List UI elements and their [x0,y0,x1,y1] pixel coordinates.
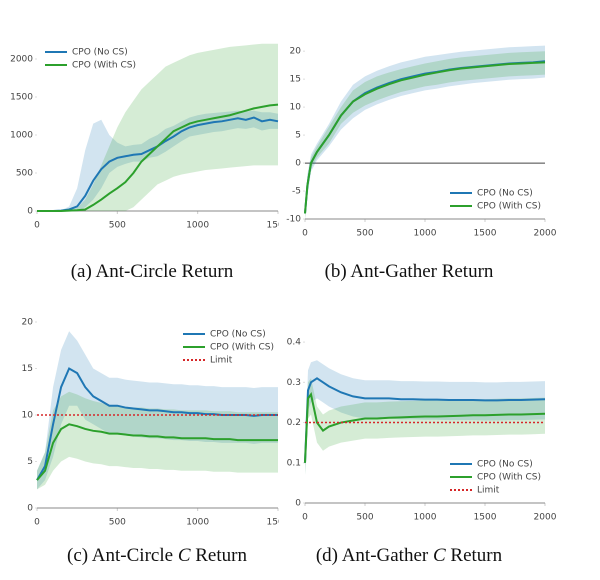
panel: 0 5 10 15 20 0 500 1000 1500 CPO (No CS) CPO (With… [22,318,290,528]
x-tick-label: 1500 [267,221,290,231]
legend-label: CPO (With CS) [72,61,136,71]
x-tick-label: 1500 [267,518,290,528]
y-tick-label: 0 [27,207,33,217]
y-tick-label: 1000 [10,131,33,141]
caption-part: Return [191,545,248,566]
legend: CPO (No CS) CPO (With CS) Limit [450,460,541,496]
confidence-band [305,378,545,475]
series-line [304,377,546,463]
caption-part: (d) Ant-Gather [316,545,433,566]
confidence-band [305,360,545,475]
confidence-band [37,391,278,490]
legend-label: CPO (No CS) [72,48,128,58]
legend-label: Limit [477,486,500,496]
y-tick-label: 1500 [10,93,33,103]
panel: 0 0.1 0.2 0.3 0.4 0 500 1000 1500 2000 CPO (No CS)… [287,338,557,523]
legend: CPO (No CS) CPO (With CS) [45,48,136,71]
y-tick-label: 0 [27,504,33,514]
caption-part: (a) Ant-Circle Return [71,261,234,282]
y-tick-label: 15 [22,364,33,374]
x-tick-label: 0 [302,229,308,239]
legend-label: CPO (No CS) [477,460,533,470]
confidence-band [305,45,545,220]
y-tick-label: 0.2 [287,418,301,428]
x-tick-label: 0 [302,513,308,523]
y-tick-label: 0.4 [287,338,302,348]
y-tick-label: 0.1 [287,458,301,468]
legend-label: CPO (No CS) [210,330,266,340]
series-line [37,103,279,212]
legend-label: CPO (With CS) [477,202,541,212]
caption-part: C [433,545,446,566]
y-tick-label: 500 [16,169,33,179]
caption: (c) Ant-Circle C Return [67,545,247,566]
caption: (d) Ant-Gather C Return [316,545,503,566]
x-tick-label: 0 [34,221,40,231]
x-tick-label: 500 [356,513,373,523]
y-tick-label: 20 [290,47,302,57]
legend-label: CPO (No CS) [477,189,533,199]
y-tick-label: 0.3 [287,378,301,388]
x-tick-label: 2000 [534,229,557,239]
y-tick-label: 5 [295,131,301,141]
y-tick-label: 10 [22,411,34,421]
series-line [36,423,278,481]
legend-label: CPO (With CS) [477,473,541,483]
series-line [304,392,546,463]
caption-part: C [178,545,191,566]
caption-part: Return [446,545,503,566]
caption-part: (b) Ant-Gather Return [325,261,494,282]
confidence-band [37,43,278,211]
x-tick-label: 1000 [414,513,437,523]
y-tick-label: 2000 [10,55,33,65]
x-tick-label: 500 [109,221,126,231]
x-tick-label: 500 [356,229,373,239]
panel: -10 -5 0 5 10 15 20 0 500 1000 1500 2000 CPO (No CS)… [286,45,557,239]
caption: (a) Ant-Circle Return [71,261,234,282]
confidence-band [37,110,278,211]
series-line [304,61,546,214]
y-tick-label: 0 [295,159,301,169]
x-tick-label: 2000 [534,513,557,523]
legend: CPO (No CS) CPO (With CS) Limit [183,330,274,366]
y-tick-label: -5 [292,187,301,197]
x-tick-label: 1000 [414,229,437,239]
y-tick-label: 5 [27,457,33,467]
y-tick-label: 10 [290,103,302,113]
x-tick-label: 1500 [474,513,497,523]
x-tick-label: 0 [34,518,40,528]
caption-part: (c) Ant-Circle [67,545,178,566]
legend-label: Limit [210,356,233,366]
caption: (b) Ant-Gather Return [325,261,494,282]
x-tick-label: 1000 [186,221,209,231]
legend-label: CPO (With CS) [210,343,274,353]
x-tick-label: 500 [109,518,126,528]
x-tick-label: 1500 [474,229,497,239]
y-tick-label: 20 [22,318,34,328]
y-tick-label: 0 [295,499,301,509]
y-tick-label: 15 [290,75,301,85]
x-tick-label: 1000 [186,518,209,528]
legend: CPO (No CS) CPO (With CS) [450,189,541,212]
y-tick-label: -10 [286,215,301,225]
